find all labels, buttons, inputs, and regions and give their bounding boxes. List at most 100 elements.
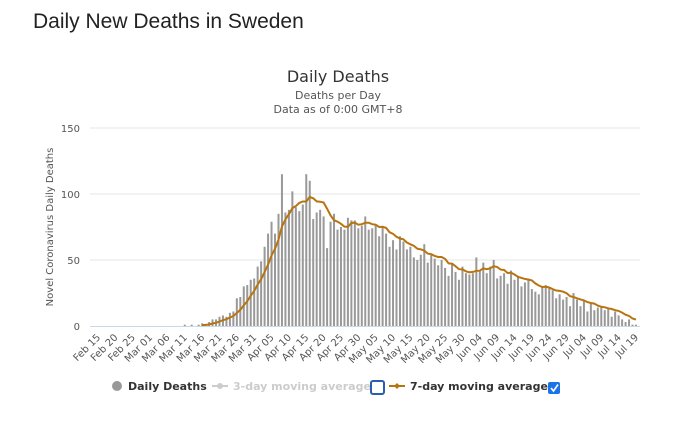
bar-daily-deaths[interactable] (416, 260, 419, 326)
bar-daily-deaths[interactable] (575, 299, 578, 326)
bar-daily-deaths[interactable] (274, 233, 277, 326)
bar-daily-deaths[interactable] (544, 285, 547, 326)
bar-daily-deaths[interactable] (412, 257, 415, 326)
bar-daily-deaths[interactable] (246, 285, 249, 326)
bar-daily-deaths[interactable] (385, 233, 388, 326)
bar-daily-deaths[interactable] (228, 312, 231, 326)
bar-daily-deaths[interactable] (360, 225, 363, 326)
bar-daily-deaths[interactable] (270, 221, 273, 326)
bar-daily-deaths[interactable] (635, 324, 637, 326)
bar-daily-deaths[interactable] (461, 266, 464, 326)
bar-daily-deaths[interactable] (631, 324, 634, 326)
bar-daily-deaths[interactable] (350, 220, 353, 326)
bar-daily-deaths[interactable] (464, 273, 467, 326)
bar-daily-deaths[interactable] (256, 266, 259, 326)
bar-daily-deaths[interactable] (530, 289, 533, 326)
bar-daily-deaths[interactable] (603, 310, 606, 326)
bar-daily-deaths[interactable] (496, 278, 499, 326)
bar-daily-deaths[interactable] (183, 324, 186, 326)
bar-daily-deaths[interactable] (371, 228, 374, 326)
legend-7-day-moving-average[interactable]: 7-day moving average (410, 380, 548, 393)
bar-daily-deaths[interactable] (499, 275, 502, 326)
bar-daily-deaths[interactable] (523, 282, 526, 326)
bar-daily-deaths[interactable] (600, 307, 603, 326)
bar-daily-deaths[interactable] (444, 267, 447, 326)
bar-daily-deaths[interactable] (402, 241, 405, 326)
bar-daily-deaths[interactable] (197, 324, 200, 326)
bar-daily-deaths[interactable] (513, 279, 516, 326)
bar-daily-deaths[interactable] (454, 271, 457, 326)
bar-daily-deaths[interactable] (301, 204, 304, 326)
bar-daily-deaths[interactable] (437, 265, 440, 326)
bar-daily-deaths[interactable] (343, 229, 346, 326)
bar-daily-deaths[interactable] (409, 246, 412, 326)
bar-daily-deaths[interactable] (395, 249, 398, 326)
bar-daily-deaths[interactable] (392, 240, 395, 326)
bar-daily-deaths[interactable] (489, 266, 492, 326)
bar-daily-deaths[interactable] (239, 296, 242, 326)
bar-daily-deaths[interactable] (485, 273, 488, 326)
bar-daily-deaths[interactable] (315, 212, 318, 326)
bar-daily-deaths[interactable] (451, 263, 454, 326)
bar-daily-deaths[interactable] (260, 261, 263, 326)
bar-daily-deaths[interactable] (621, 319, 624, 326)
bar-daily-deaths[interactable] (263, 246, 266, 326)
bar-daily-deaths[interactable] (516, 275, 519, 326)
bar-daily-deaths[interactable] (291, 191, 294, 326)
bar-daily-deaths[interactable] (478, 270, 481, 326)
legend-3-day-moving-average[interactable]: 3-day moving average (233, 380, 371, 393)
bar-daily-deaths[interactable] (346, 217, 349, 326)
bar-daily-deaths[interactable] (353, 220, 356, 326)
bar-daily-deaths[interactable] (253, 278, 256, 326)
bar-daily-deaths[interactable] (378, 236, 381, 326)
legend-daily-deaths-icon[interactable] (112, 381, 122, 391)
bar-daily-deaths[interactable] (541, 286, 544, 326)
bar-daily-deaths[interactable] (374, 224, 377, 326)
bar-daily-deaths[interactable] (277, 213, 280, 326)
bar-daily-deaths[interactable] (447, 275, 450, 326)
bar-daily-deaths[interactable] (457, 279, 460, 326)
bar-daily-deaths[interactable] (190, 324, 193, 326)
bar-daily-deaths[interactable] (471, 273, 474, 326)
bar-daily-deaths[interactable] (329, 221, 332, 326)
bar-daily-deaths[interactable] (357, 228, 360, 326)
bar-daily-deaths[interactable] (572, 293, 575, 326)
bar-daily-deaths[interactable] (482, 262, 485, 326)
bar-daily-deaths[interactable] (381, 227, 384, 326)
bar-daily-deaths[interactable] (322, 216, 325, 326)
bar-daily-deaths[interactable] (586, 311, 589, 326)
bar-daily-deaths[interactable] (426, 262, 429, 326)
bar-daily-deaths[interactable] (287, 209, 290, 326)
bar-daily-deaths[interactable] (558, 294, 561, 326)
bar-daily-deaths[interactable] (430, 253, 433, 326)
bar-daily-deaths[interactable] (503, 273, 506, 326)
legend-daily-deaths[interactable]: Daily Deaths (128, 380, 207, 393)
bar-daily-deaths[interactable] (582, 300, 585, 326)
bar-daily-deaths[interactable] (225, 316, 228, 326)
bar-daily-deaths[interactable] (537, 294, 540, 326)
bar-daily-deaths[interactable] (388, 246, 391, 326)
bar-daily-deaths[interactable] (520, 286, 523, 326)
bar-daily-deaths[interactable] (249, 279, 252, 326)
bar-daily-deaths[interactable] (589, 303, 592, 326)
bar-daily-deaths[interactable] (562, 299, 565, 326)
bar-daily-deaths[interactable] (468, 274, 471, 326)
bar-daily-deaths[interactable] (280, 174, 283, 326)
bar-daily-deaths[interactable] (569, 306, 572, 326)
bar-daily-deaths[interactable] (492, 260, 495, 326)
bar-daily-deaths[interactable] (565, 296, 568, 326)
bar-daily-deaths[interactable] (232, 311, 235, 326)
bar-daily-deaths[interactable] (319, 209, 322, 326)
bar-daily-deaths[interactable] (312, 219, 315, 326)
bar-daily-deaths[interactable] (398, 236, 401, 326)
bar-daily-deaths[interactable] (339, 227, 342, 326)
bar-daily-deaths[interactable] (579, 306, 582, 326)
bar-daily-deaths[interactable] (475, 257, 478, 326)
bar-daily-deaths[interactable] (294, 207, 297, 326)
bar-daily-deaths[interactable] (305, 174, 308, 326)
bar-daily-deaths[interactable] (510, 270, 513, 326)
bar-daily-deaths[interactable] (367, 229, 370, 326)
bar-daily-deaths[interactable] (593, 310, 596, 326)
bar-daily-deaths[interactable] (326, 248, 329, 326)
bar-daily-deaths[interactable] (405, 249, 408, 326)
